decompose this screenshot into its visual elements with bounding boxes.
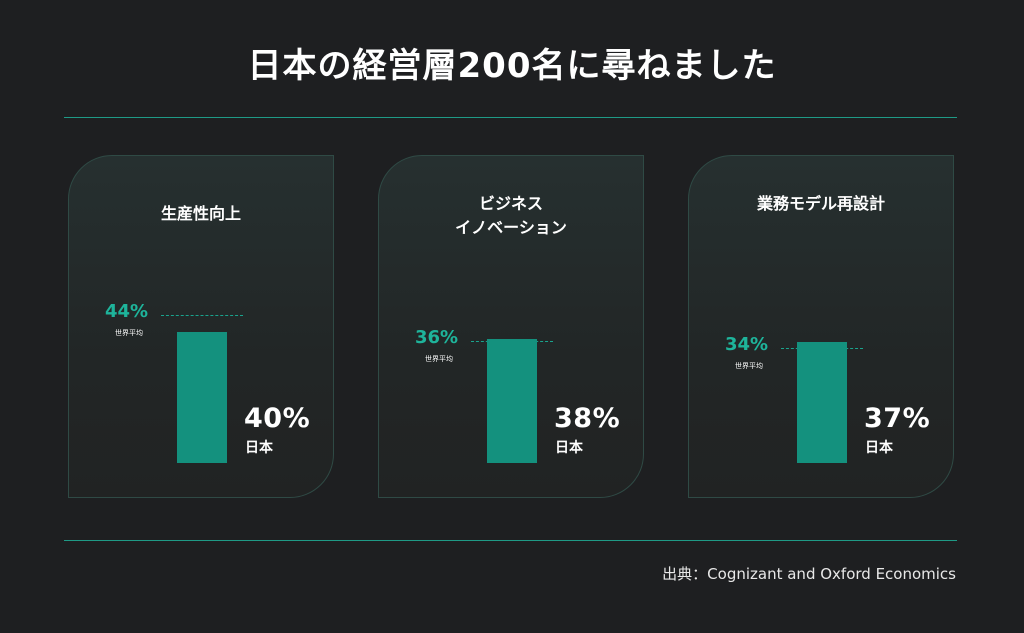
bottom-divider: [64, 540, 957, 541]
chart-panel-operating-model: 業務モデル再設計 34% 世界平均 37% 日本: [688, 155, 954, 498]
global-average-value: 36%: [415, 327, 459, 349]
global-average-value: 44%: [105, 301, 149, 323]
japan-value: 37%: [864, 403, 931, 434]
bar-japan: [177, 332, 227, 463]
japan-label: 日本: [865, 440, 893, 456]
chart-title: ビジネス イノベーション: [455, 194, 567, 237]
source-note: 出典：Cognizant and Oxford Economics: [662, 565, 956, 583]
bar-japan: [797, 342, 847, 463]
bar-japan: [487, 338, 537, 463]
japan-label: 日本: [555, 440, 583, 456]
global-average-label: 世界平均: [115, 329, 143, 338]
japan-value: 40%: [244, 403, 311, 434]
global-average-value: 34%: [725, 333, 769, 355]
chart-panel-productivity: 生産性向上 44% 世界平均 40% 日本: [68, 155, 334, 498]
chart-panel-innovation: ビジネス イノベーション 36% 世界平均 38% 日本: [378, 155, 644, 498]
global-average-label: 世界平均: [735, 361, 763, 370]
chart-title: 生産性向上: [160, 204, 241, 223]
japan-label: 日本: [245, 440, 273, 456]
page-title: 日本の経営層200名に尋ねました: [247, 46, 777, 86]
japan-value: 38%: [554, 403, 621, 434]
top-divider: [64, 117, 957, 118]
chart-title: 業務モデル再設計: [756, 194, 885, 213]
global-average-line: [161, 315, 243, 317]
global-average-label: 世界平均: [425, 355, 453, 364]
